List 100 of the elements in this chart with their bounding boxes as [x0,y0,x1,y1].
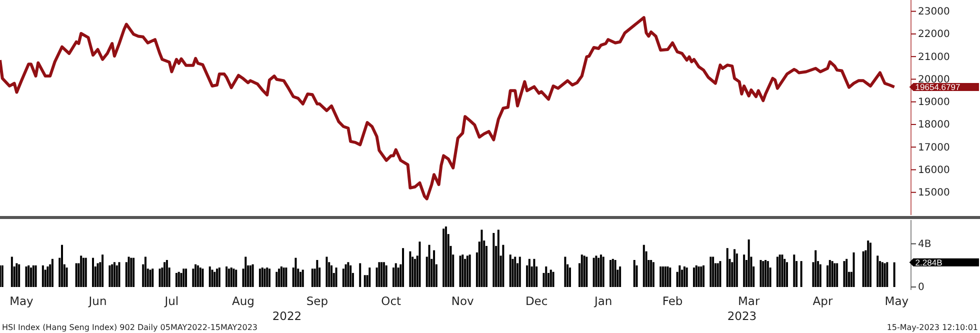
bar [330,265,332,287]
bar [480,230,483,287]
bar [793,254,796,287]
bar [152,268,154,287]
bar [836,263,838,287]
bar [719,261,722,287]
bar [564,256,566,287]
bar [164,262,166,287]
bar [92,258,94,287]
bar [512,258,514,287]
bar [726,248,728,287]
bar [580,254,583,287]
bar [402,248,404,287]
bar [235,270,238,287]
bar [208,266,211,287]
bar [359,263,362,287]
bar [335,268,338,287]
y-tick-label: 17000 [918,142,950,154]
bar [444,226,447,287]
bar [385,265,388,287]
bar [30,268,32,287]
y-tick-label: 16000 [918,164,950,176]
bar [464,258,466,287]
bar [249,265,252,287]
bar [760,260,762,287]
bar [466,256,468,287]
bar [118,262,120,287]
bar [116,265,118,287]
bar [18,264,20,287]
x-tick-label: May [884,294,909,308]
bar [468,254,471,287]
bar [545,266,548,287]
bar [61,244,64,287]
bar [113,262,116,287]
bar [46,266,49,287]
bar [784,258,786,287]
x-tick-label: Oct [381,294,402,308]
bar [766,261,769,287]
bar [418,242,421,287]
bar [518,256,521,287]
x-tick-label: May [10,294,34,308]
bar [144,256,146,287]
bar [380,262,383,287]
bar [614,260,616,287]
bar [602,256,604,287]
bar [893,262,896,287]
bar [669,268,672,287]
x-tick-label: Mar [738,294,760,308]
bar [218,268,220,287]
bar [583,256,586,287]
bar [734,249,736,287]
y-tick-label: 21000 [918,52,950,63]
text: 2023 [727,309,757,323]
y-tick-label: 15000 [918,188,950,199]
bar [552,272,554,287]
value-tag: 2.284B [909,257,979,268]
bar [528,258,530,287]
bar [158,268,161,287]
bar [702,265,705,287]
bar [368,268,371,287]
bar [196,265,199,287]
bar [612,258,614,287]
bar [252,264,254,287]
bar [326,256,328,287]
y-tick-label: 23000 [918,6,950,18]
value-tag: 19654.6797 [909,82,979,92]
bar [364,275,366,287]
bar [867,240,870,287]
text: HSI Index (Hang Seng Index) 902 Daily 05MAY2022-15MAY2023 [2,323,258,332]
annotation: 2.284B [915,257,943,268]
bar [800,261,802,287]
bar [598,258,600,287]
bar [642,244,645,287]
bar [683,266,686,287]
y-tick-label: 22000 [918,29,950,40]
bar [492,232,495,287]
bar [462,254,464,287]
bar [230,268,232,287]
bar [394,263,397,287]
bar [244,256,247,287]
text: 15-May-2023 12:10:01 [886,323,978,332]
bar [695,265,698,287]
bar [497,230,500,287]
bar [226,266,228,287]
bar [710,256,712,287]
bar [664,266,666,287]
bar [586,256,588,287]
bar [211,270,214,287]
bar [886,262,888,287]
bar [266,268,268,287]
bar [781,254,784,287]
bar [102,254,104,287]
bar [108,265,111,287]
bar [44,270,46,287]
bar [698,266,700,287]
x-tick-label: Jun [88,294,107,308]
bar [831,261,834,287]
bar [550,270,552,287]
bar [278,268,280,287]
bar [25,266,28,287]
